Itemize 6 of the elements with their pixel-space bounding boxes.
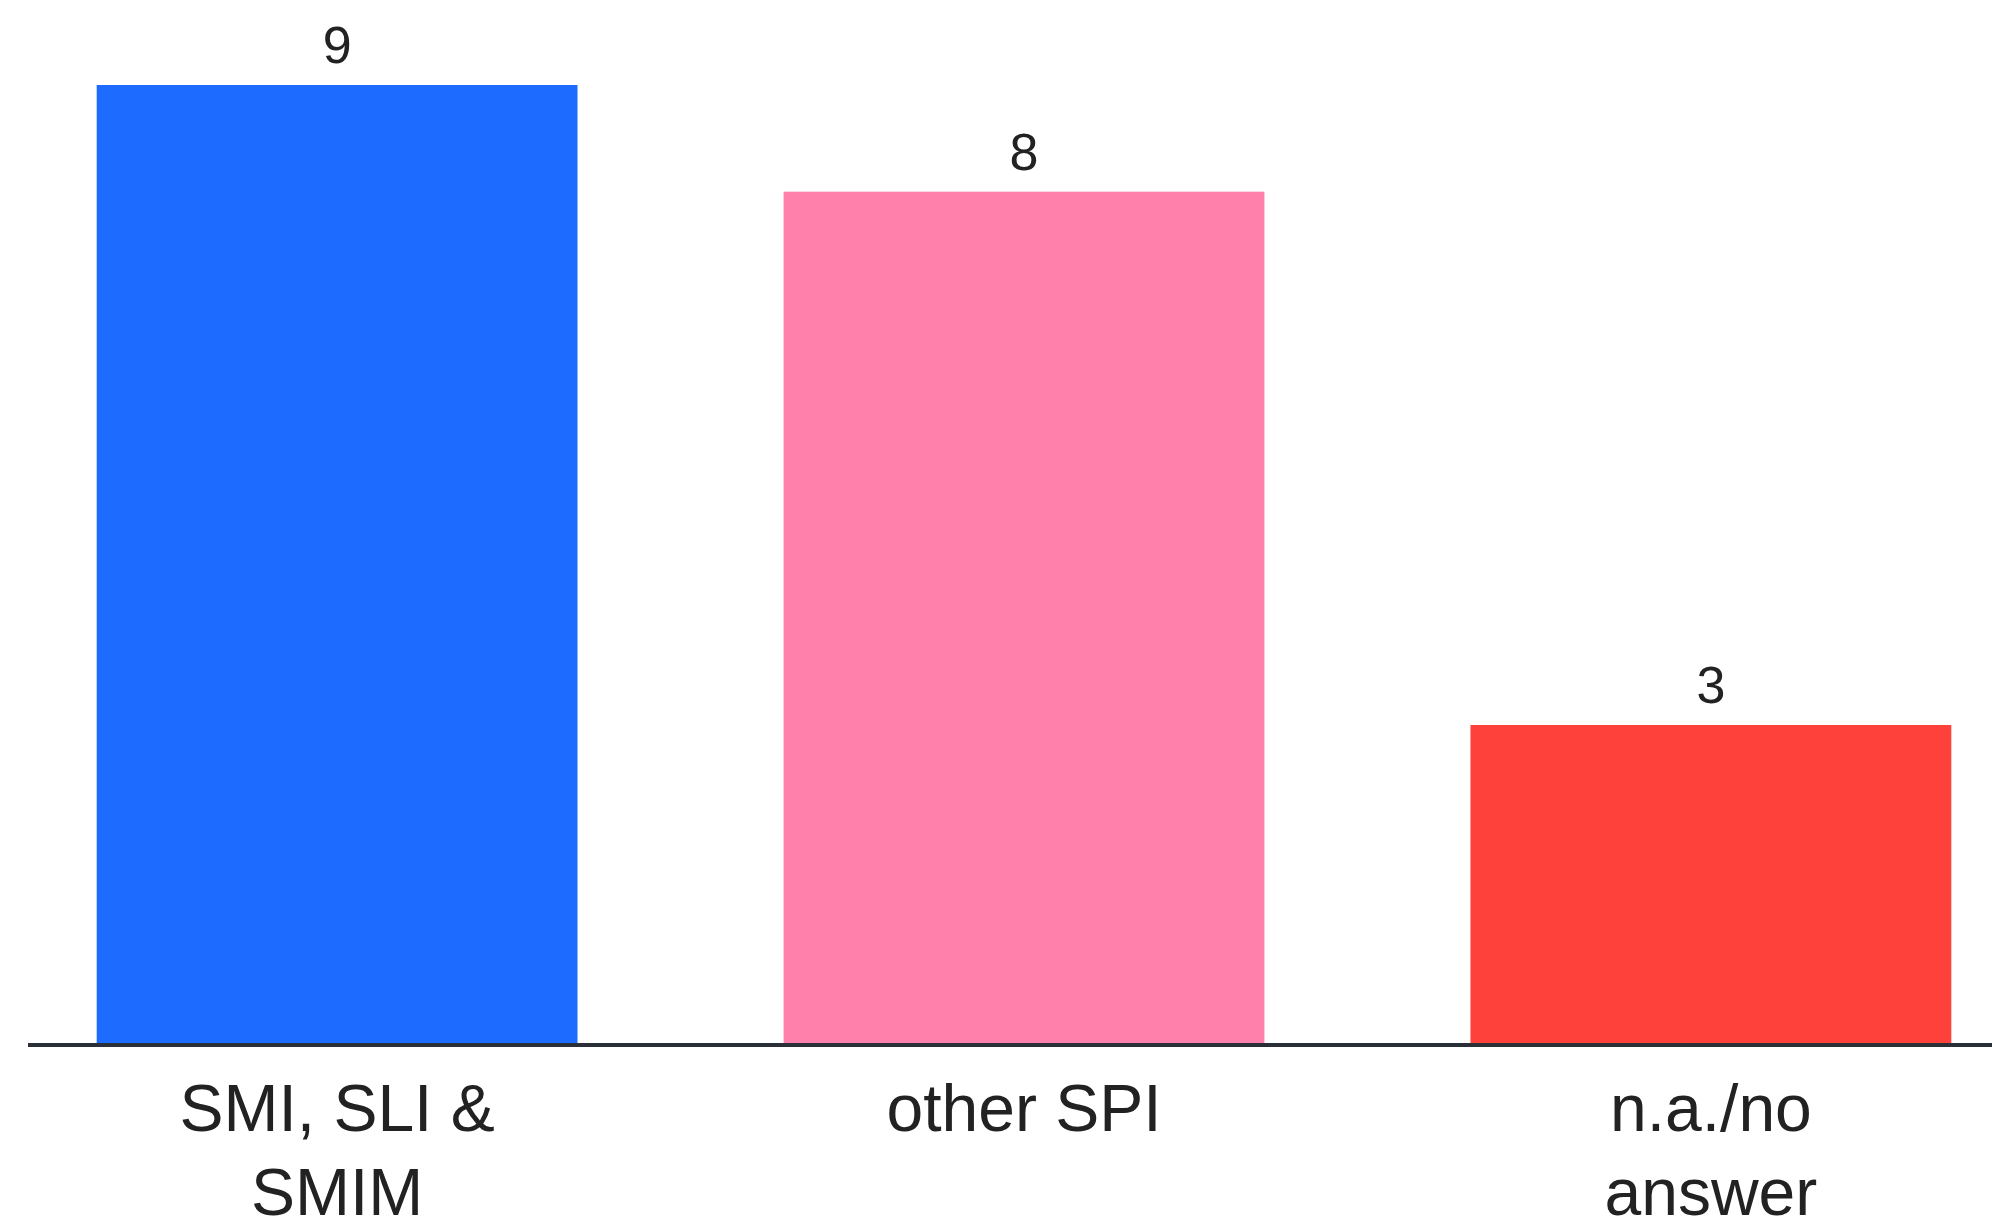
data-label: 3 (1696, 656, 1726, 714)
x-tick-label: n.a./no answer (1604, 1071, 1818, 1227)
data-label: 8 (1009, 122, 1039, 181)
data-label: 9 (322, 16, 352, 74)
x-tick-label: SMI, SLI & SMIM (179, 1071, 495, 1227)
x-tick-label: other SPI (886, 1071, 1162, 1145)
